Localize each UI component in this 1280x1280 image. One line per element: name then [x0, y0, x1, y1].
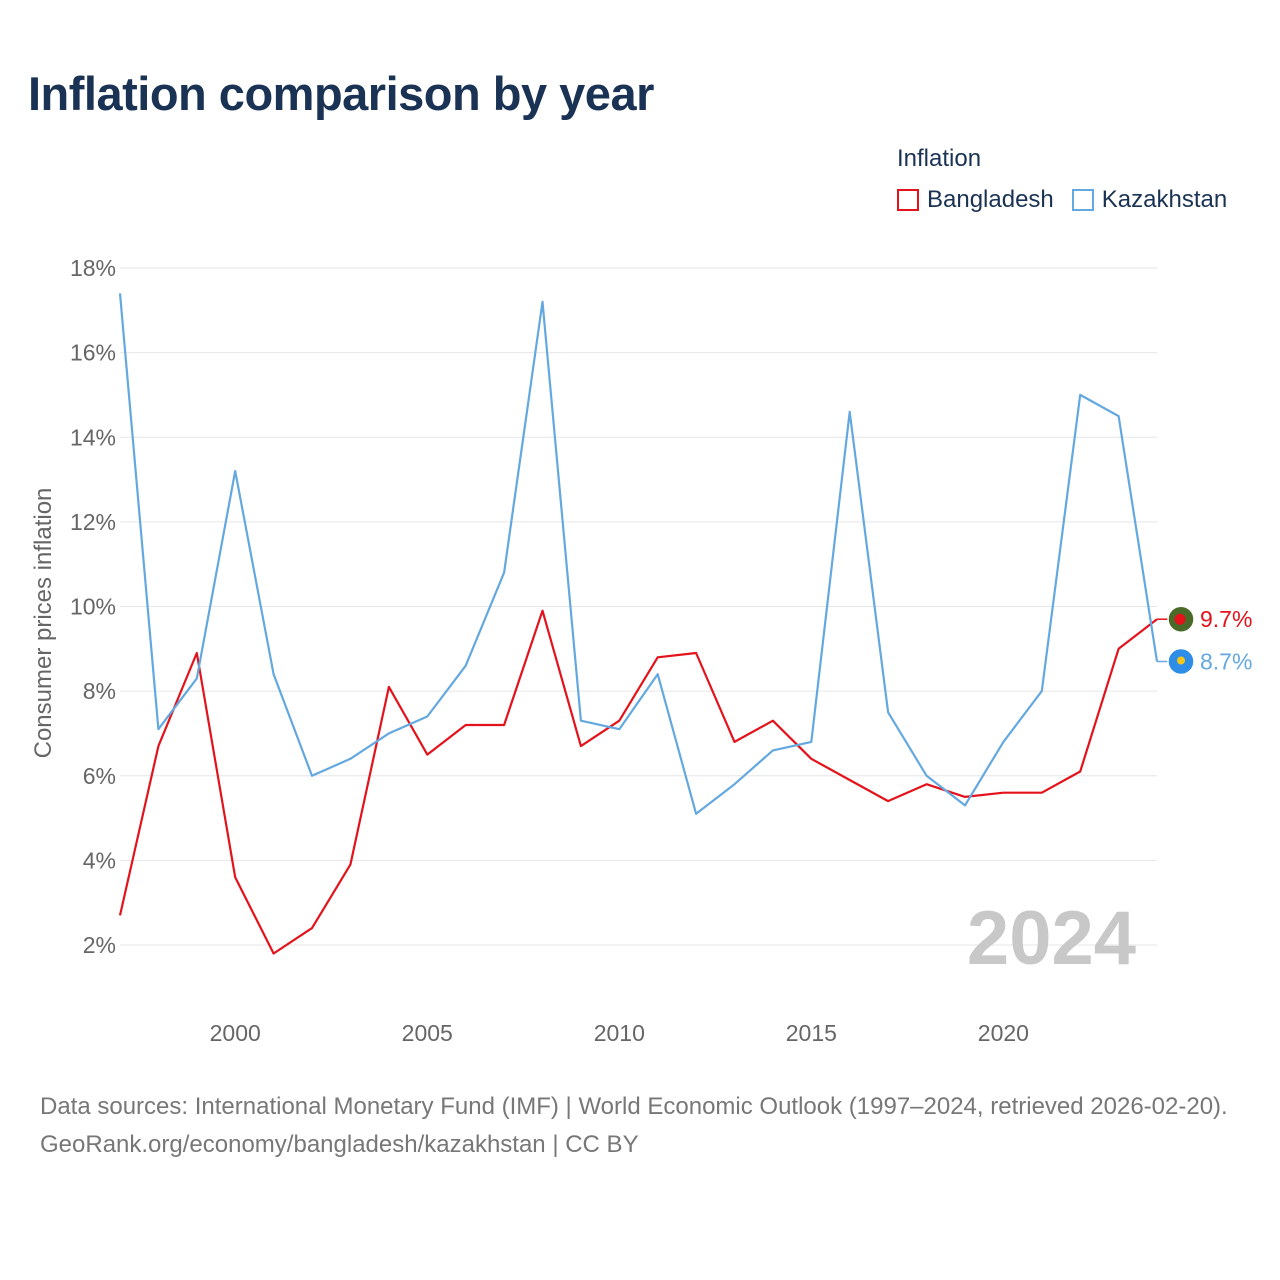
- end-label-kazakhstan: 8.7%: [1200, 649, 1252, 675]
- y-tick-label: 18%: [70, 255, 116, 281]
- grid-lines: [120, 267, 1157, 946]
- y-tick-label: 12%: [70, 509, 116, 535]
- y-tick-label: 14%: [70, 424, 116, 450]
- y-tick-label: 6%: [83, 763, 116, 789]
- legend-swatch-kazakhstan: [1071, 189, 1094, 211]
- credit-link[interactable]: GeoRank.org/economy/bangladesh/kazakhsta…: [40, 1131, 639, 1158]
- legend: Bangladesh Kazakhstan: [897, 186, 1227, 214]
- y-axis-label: Consumer prices inflation: [30, 488, 57, 759]
- y-tick-label: 16%: [70, 340, 116, 366]
- x-tick-label: 2005: [402, 1020, 453, 1046]
- y-axis-ticks: 2% 4% 6% 8% 10% 12% 14% 16% 18%: [70, 255, 116, 958]
- legend-item-bangladesh[interactable]: Bangladesh: [897, 186, 1054, 214]
- x-tick-label: 2010: [594, 1020, 645, 1046]
- legend-item-kazakhstan[interactable]: Kazakhstan: [1071, 186, 1228, 214]
- chart-title: Inflation comparison by year: [28, 67, 654, 120]
- footer: Data sources: International Monetary Fun…: [40, 1088, 1250, 1164]
- x-tick-label: 2015: [786, 1020, 837, 1046]
- legend-title: Inflation: [897, 145, 982, 172]
- series-line-bangladesh: [118, 609, 1158, 955]
- legend-swatch-bangladesh: [897, 189, 919, 211]
- y-tick-label: 10%: [70, 594, 116, 620]
- end-label-bangladesh: 9.7%: [1200, 606, 1252, 632]
- x-tick-label: 2020: [978, 1020, 1029, 1046]
- line-chart: 2% 4% 6% 8% 10% 12% 14% 16% 18% 2000 2005 2010 2015…: [30, 255, 1252, 1046]
- series-line-kazakhstan: [118, 293, 1159, 815]
- y-tick-label: 4%: [83, 847, 116, 873]
- data-sources: Data sources: International Monetary Fun…: [40, 1093, 1228, 1120]
- year-watermark: 2024: [967, 896, 1136, 981]
- series-lines: [118, 293, 1159, 955]
- x-tick-label: 2000: [210, 1020, 261, 1046]
- y-tick-label: 8%: [83, 678, 116, 704]
- y-tick-label: 2%: [83, 932, 116, 958]
- end-markers: 9.7% 8.7%: [1157, 605, 1252, 676]
- x-axis-ticks: 2000 2005 2010 2015 2020: [210, 1020, 1029, 1046]
- flag-emblem-kazakhstan: [1177, 656, 1185, 665]
- legend-label-kazakhstan: Kazakhstan: [1101, 186, 1228, 213]
- legend-label-bangladesh: Bangladesh: [927, 186, 1054, 213]
- flag-emblem-bangladesh: [1174, 613, 1186, 625]
